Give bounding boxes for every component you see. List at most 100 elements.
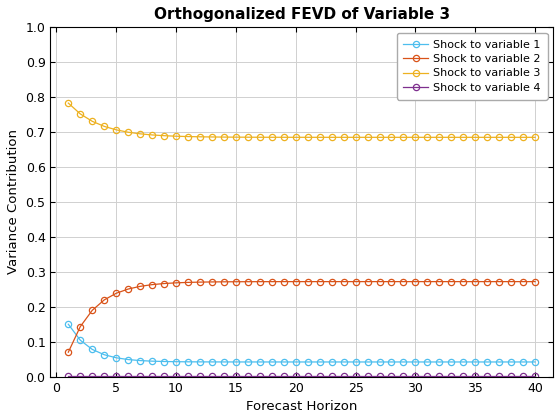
- Shock to variable 1: [101, 352, 108, 357]
- Shock to variable 2: [508, 279, 515, 284]
- Shock to variable 2: [424, 279, 431, 284]
- Shock to variable 4: [412, 373, 419, 378]
- Shock to variable 3: [412, 135, 419, 140]
- Shock to variable 3: [364, 135, 371, 140]
- Shock to variable 1: [292, 360, 299, 365]
- Shock to variable 4: [245, 373, 251, 378]
- Shock to variable 2: [520, 279, 526, 284]
- Shock to variable 1: [304, 360, 311, 365]
- Shock to variable 1: [520, 360, 526, 365]
- Shock to variable 1: [197, 360, 203, 365]
- Shock to variable 4: [508, 373, 515, 378]
- Shock to variable 2: [412, 279, 419, 284]
- Line: Shock to variable 1: Shock to variable 1: [65, 321, 538, 365]
- Shock to variable 4: [424, 373, 431, 378]
- Shock to variable 2: [340, 279, 347, 284]
- Shock to variable 3: [65, 100, 72, 105]
- Shock to variable 3: [520, 135, 526, 140]
- Shock to variable 2: [197, 280, 203, 285]
- Shock to variable 4: [197, 373, 203, 378]
- Shock to variable 4: [340, 373, 347, 378]
- Title: Orthogonalized FEVD of Variable 3: Orthogonalized FEVD of Variable 3: [153, 7, 450, 22]
- Shock to variable 1: [448, 360, 455, 365]
- Shock to variable 2: [304, 279, 311, 284]
- Shock to variable 4: [352, 373, 359, 378]
- Shock to variable 3: [508, 135, 515, 140]
- Shock to variable 2: [472, 279, 479, 284]
- Shock to variable 1: [472, 360, 479, 365]
- Shock to variable 2: [149, 282, 156, 287]
- Shock to variable 2: [532, 279, 539, 284]
- Shock to variable 1: [376, 360, 383, 365]
- Shock to variable 2: [484, 279, 491, 284]
- Shock to variable 3: [161, 133, 167, 138]
- Shock to variable 4: [520, 373, 526, 378]
- Shock to variable 3: [292, 135, 299, 140]
- Shock to variable 2: [400, 279, 407, 284]
- Shock to variable 2: [281, 279, 287, 284]
- Shock to variable 2: [328, 279, 335, 284]
- Shock to variable 1: [77, 338, 83, 343]
- Shock to variable 1: [484, 360, 491, 365]
- Shock to variable 3: [352, 135, 359, 140]
- Shock to variable 1: [89, 347, 96, 352]
- Shock to variable 1: [268, 360, 275, 365]
- Shock to variable 4: [65, 373, 72, 378]
- Shock to variable 4: [268, 373, 275, 378]
- Shock to variable 4: [460, 373, 466, 378]
- Shock to variable 3: [245, 135, 251, 140]
- Line: Shock to variable 3: Shock to variable 3: [65, 100, 538, 140]
- Shock to variable 4: [496, 373, 502, 378]
- Shock to variable 1: [161, 359, 167, 364]
- Shock to variable 4: [256, 373, 263, 378]
- Shock to variable 2: [89, 308, 96, 313]
- Shock to variable 1: [256, 360, 263, 365]
- Shock to variable 1: [137, 358, 143, 363]
- Shock to variable 2: [113, 291, 119, 296]
- Shock to variable 1: [316, 360, 323, 365]
- Shock to variable 4: [472, 373, 479, 378]
- Shock to variable 2: [125, 286, 132, 291]
- Line: Shock to variable 2: Shock to variable 2: [65, 278, 538, 355]
- Shock to variable 2: [65, 350, 72, 355]
- Shock to variable 4: [232, 373, 239, 378]
- Shock to variable 4: [316, 373, 323, 378]
- Shock to variable 1: [328, 360, 335, 365]
- Shock to variable 2: [496, 279, 502, 284]
- Legend: Shock to variable 1, Shock to variable 2, Shock to variable 3, Shock to variable: Shock to variable 1, Shock to variable 2…: [396, 33, 548, 100]
- Shock to variable 1: [185, 359, 192, 364]
- Shock to variable 3: [304, 135, 311, 140]
- Shock to variable 2: [448, 279, 455, 284]
- Shock to variable 3: [77, 111, 83, 116]
- Shock to variable 1: [460, 360, 466, 365]
- Shock to variable 1: [496, 360, 502, 365]
- Shock to variable 4: [89, 373, 96, 378]
- Shock to variable 2: [161, 281, 167, 286]
- Shock to variable 2: [172, 280, 179, 285]
- Shock to variable 2: [316, 279, 323, 284]
- Shock to variable 2: [256, 279, 263, 284]
- Shock to variable 3: [149, 132, 156, 137]
- Shock to variable 3: [232, 135, 239, 140]
- Shock to variable 2: [232, 279, 239, 284]
- Shock to variable 1: [65, 322, 72, 327]
- Shock to variable 3: [400, 135, 407, 140]
- Shock to variable 4: [484, 373, 491, 378]
- Shock to variable 4: [292, 373, 299, 378]
- Shock to variable 3: [424, 135, 431, 140]
- Shock to variable 4: [304, 373, 311, 378]
- Y-axis label: Variance Contribution: Variance Contribution: [7, 129, 20, 274]
- Shock to variable 2: [292, 279, 299, 284]
- Shock to variable 2: [101, 297, 108, 302]
- Shock to variable 1: [340, 360, 347, 365]
- Shock to variable 3: [113, 127, 119, 132]
- Shock to variable 2: [460, 279, 466, 284]
- Shock to variable 2: [376, 279, 383, 284]
- Shock to variable 4: [532, 373, 539, 378]
- Shock to variable 1: [245, 360, 251, 365]
- Shock to variable 3: [221, 134, 227, 139]
- Shock to variable 4: [149, 373, 156, 378]
- Shock to variable 4: [101, 373, 108, 378]
- Shock to variable 3: [484, 135, 491, 140]
- Shock to variable 4: [113, 373, 119, 378]
